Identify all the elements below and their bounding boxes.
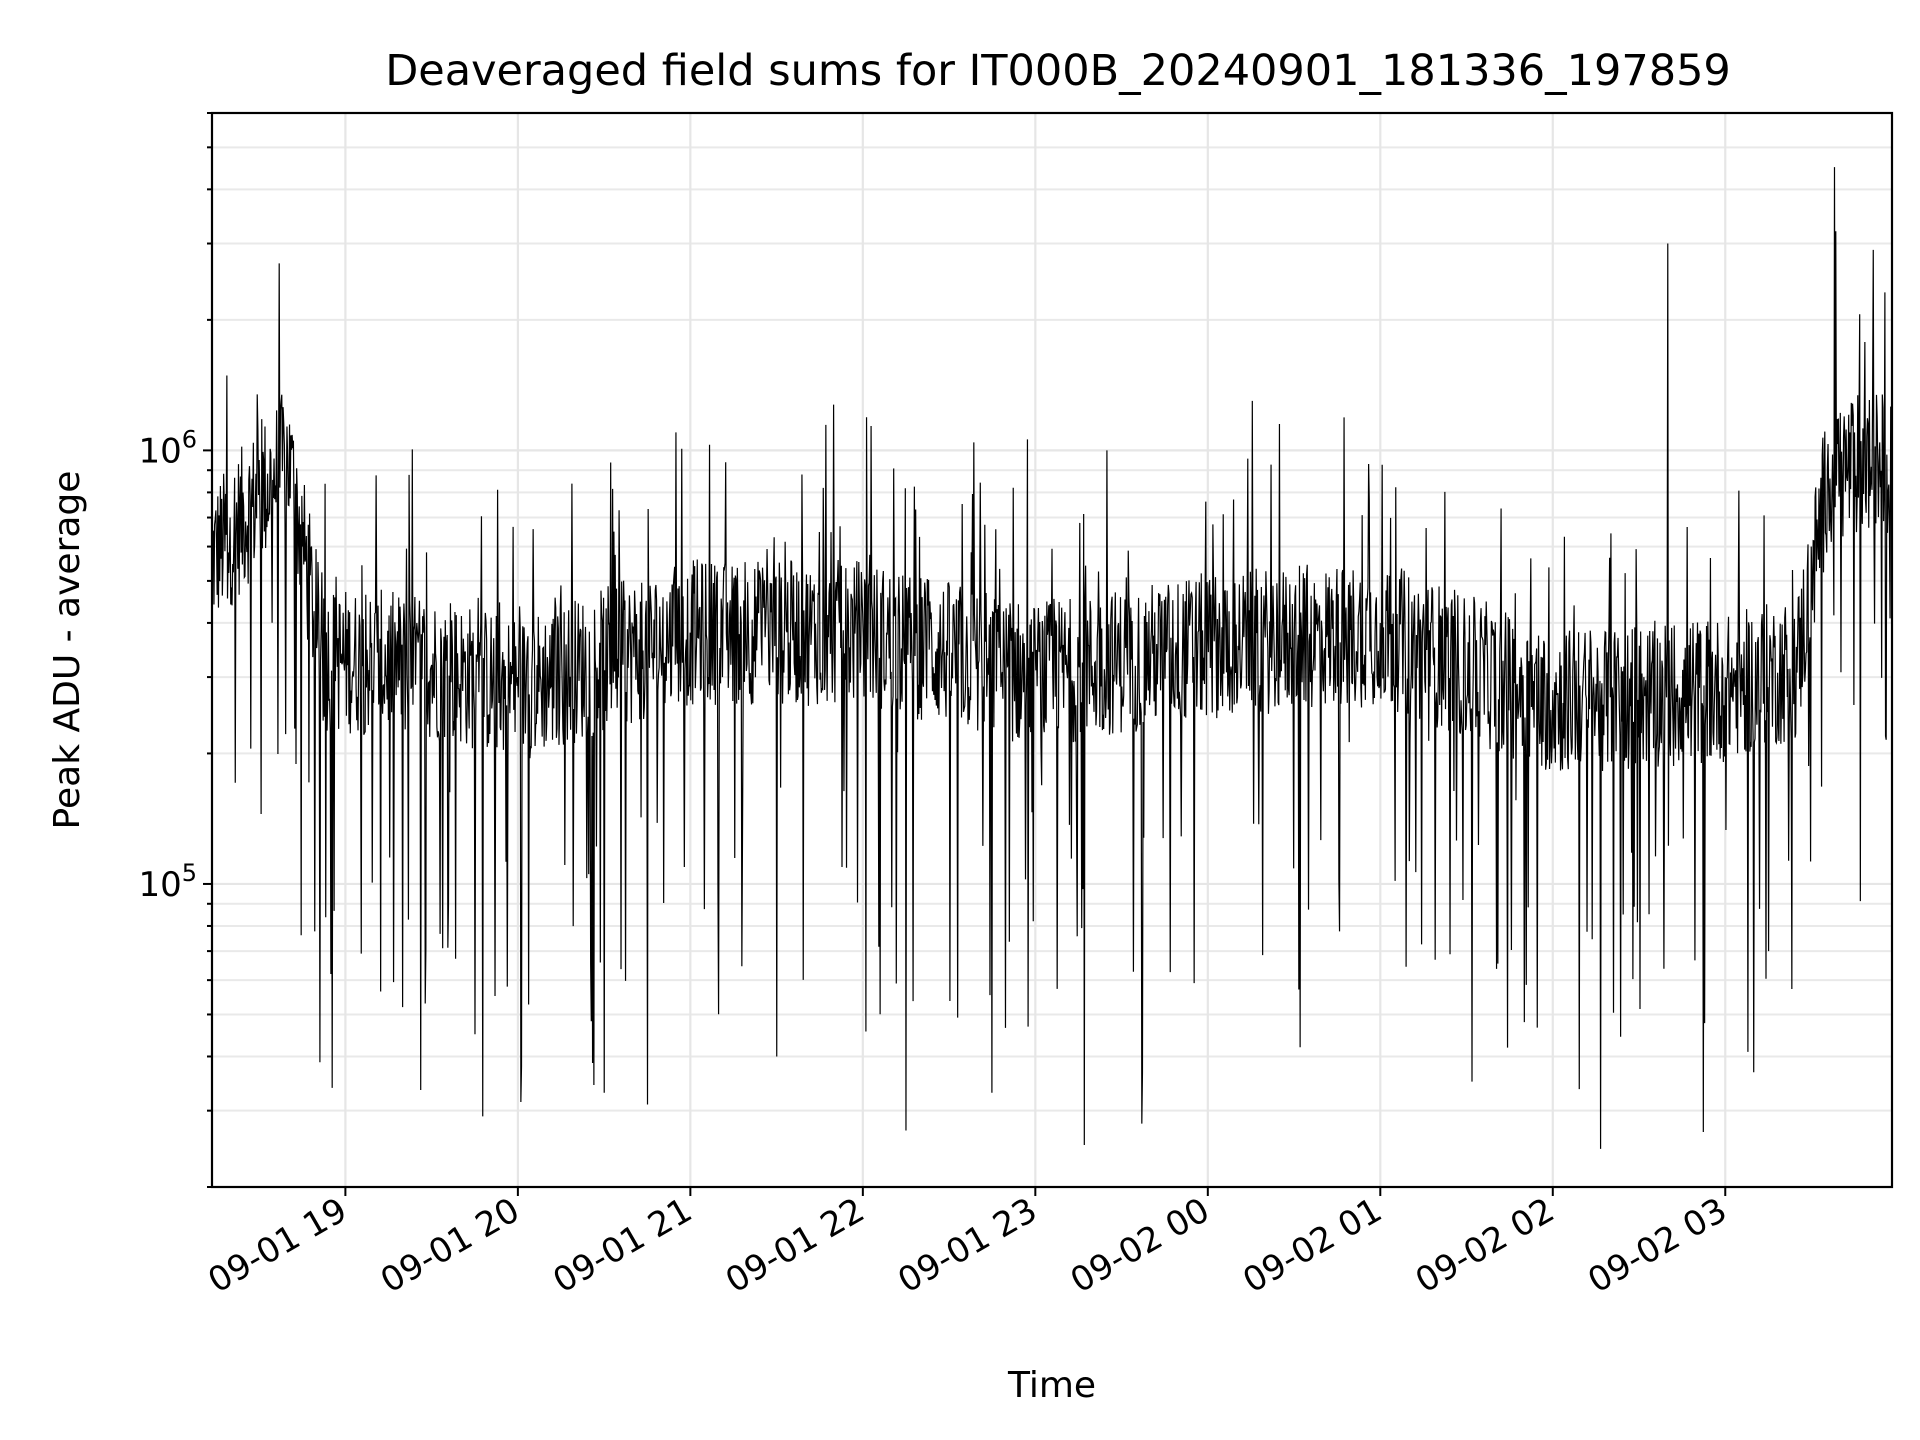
series-line	[211, 167, 1893, 1149]
grid	[212, 112, 1892, 1188]
data-series	[211, 167, 1893, 1149]
x-axis-label: Time	[1007, 1365, 1096, 1406]
plot-area-frame	[210, 111, 1894, 1189]
y-axis-label: Peak ADU - average	[47, 471, 88, 830]
y-tick-label: 106	[138, 425, 197, 471]
y-tick-label: 105	[138, 859, 197, 905]
chart-title: Deaveraged field sums for IT000B_2024090…	[385, 46, 1731, 96]
